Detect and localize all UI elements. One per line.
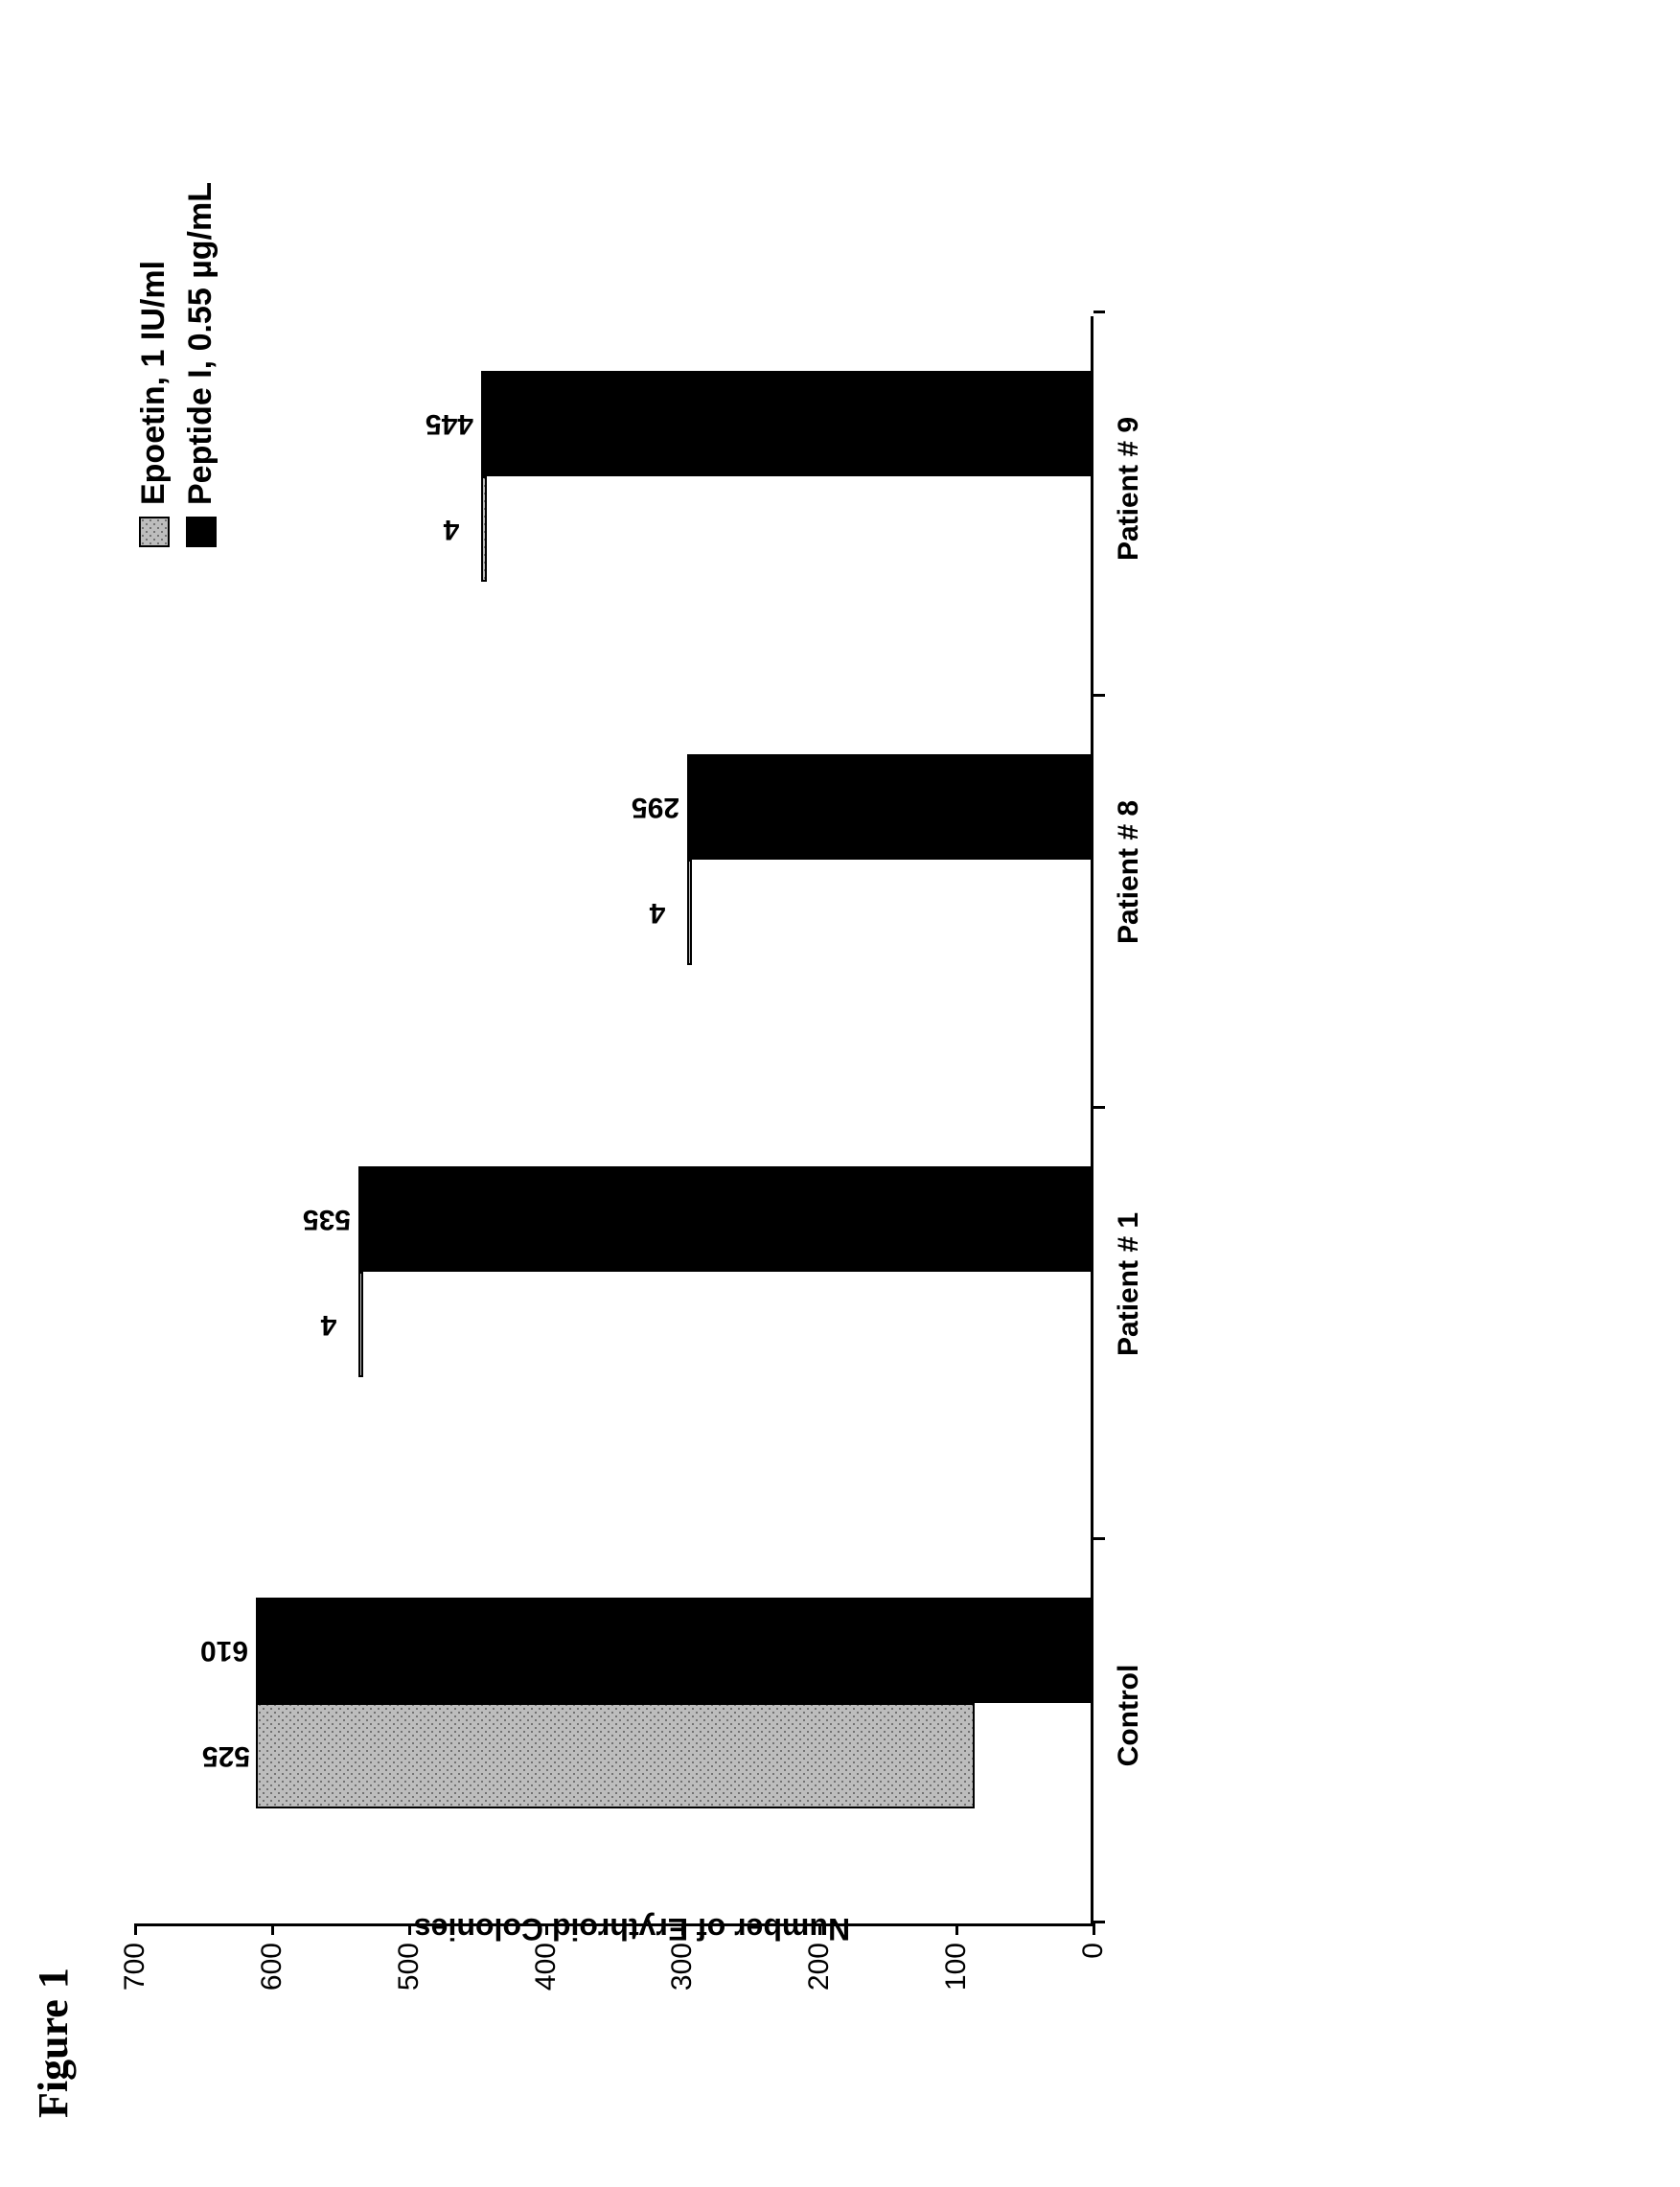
legend: Epoetin, 1 IU/mlPeptide I, 0.55 µg/mL xyxy=(135,182,229,547)
legend-item: Peptide I, 0.55 µg/mL xyxy=(182,182,219,547)
x-category-label: Patient # 1 xyxy=(1113,1212,1145,1356)
y-tick xyxy=(1093,1923,1095,1935)
x-tick xyxy=(1093,1106,1105,1109)
bar-epoetin: 4 xyxy=(687,860,693,965)
x-tick xyxy=(1093,311,1105,313)
x-category-label: Patient # 9 xyxy=(1113,417,1145,561)
bar-value-label: 445 xyxy=(426,407,473,440)
x-tick xyxy=(1093,1921,1105,1923)
bar-value-label: 525 xyxy=(202,1739,250,1772)
legend-swatch-pattern xyxy=(139,517,170,547)
legend-label: Peptide I, 0.55 µg/mL xyxy=(182,182,219,505)
bar-value-label: 4 xyxy=(444,513,460,545)
y-tick xyxy=(408,1923,411,1935)
bar-value-label: 295 xyxy=(632,791,679,823)
bar-value-label: 4 xyxy=(320,1308,336,1341)
y-tick xyxy=(545,1923,548,1935)
chart-container: Number of Erythroid Colonies 01002003004… xyxy=(135,163,1093,1984)
bar-value-label: 4 xyxy=(649,896,665,929)
bar-epoetin: 4 xyxy=(481,476,487,582)
y-tick-label: 100 xyxy=(940,1943,973,2000)
bar-epoetin: 4 xyxy=(358,1272,364,1377)
y-tick-label: 200 xyxy=(803,1943,836,2000)
figure-title: Figure 1 xyxy=(29,48,78,2118)
x-tick xyxy=(1093,1537,1105,1540)
bar-group: 4535 xyxy=(358,1166,1091,1377)
y-tick-label: 700 xyxy=(119,1943,151,2000)
bar-epoetin: 525 xyxy=(256,1703,975,1808)
legend-item: Epoetin, 1 IU/ml xyxy=(135,182,173,547)
bar-group: 525610 xyxy=(256,1598,1091,1808)
x-tick xyxy=(1093,694,1105,697)
y-tick xyxy=(955,1923,958,1935)
bar-peptide: 445 xyxy=(481,371,1091,476)
y-tick-label: 300 xyxy=(666,1943,699,2000)
bar-peptide: 295 xyxy=(687,754,1091,860)
y-tick xyxy=(134,1923,137,1935)
x-category-label: Control xyxy=(1113,1665,1145,1767)
y-tick-label: 600 xyxy=(256,1943,288,2000)
y-tick-label: 0 xyxy=(1077,1943,1110,2000)
bar-peptide: 535 xyxy=(358,1166,1091,1272)
x-category-label: Patient # 8 xyxy=(1113,800,1145,944)
legend-swatch-solid xyxy=(186,517,217,547)
y-tick xyxy=(271,1923,274,1935)
bar-group: 4445 xyxy=(481,371,1091,582)
y-tick-label: 400 xyxy=(530,1943,563,2000)
legend-label: Epoetin, 1 IU/ml xyxy=(135,261,173,505)
bar-peptide: 610 xyxy=(256,1598,1091,1703)
plot-area: 0100200300400500600700525610453542954445 xyxy=(135,316,1093,1926)
y-tick xyxy=(818,1923,821,1935)
bar-value-label: 535 xyxy=(303,1203,351,1235)
bar-group: 4295 xyxy=(687,754,1091,965)
bar-value-label: 610 xyxy=(200,1634,248,1667)
figure-wrapper: Figure 1 Number of Erythroid Colonies 01… xyxy=(29,48,1658,2156)
y-tick-label: 500 xyxy=(393,1943,426,2000)
y-tick xyxy=(681,1923,684,1935)
